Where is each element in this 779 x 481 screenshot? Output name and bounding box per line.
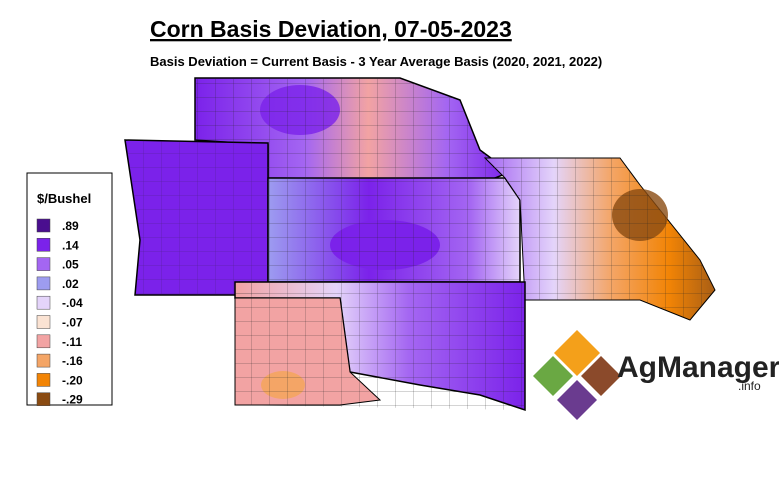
legend-label: .89 <box>62 219 79 233</box>
subtitle: Basis Deviation = Current Basis - 3 Year… <box>150 54 602 69</box>
legend-label: .05 <box>62 258 79 272</box>
legend-swatch <box>36 353 51 368</box>
legend-swatch <box>36 218 51 233</box>
legend-label: .02 <box>62 277 79 291</box>
map <box>124 77 716 412</box>
legend-swatch <box>36 373 51 387</box>
legend-label: -.16 <box>62 354 83 368</box>
legend-label: -.11 <box>62 335 82 349</box>
legend-swatch <box>36 276 51 291</box>
legend-label: -.07 <box>62 316 83 330</box>
legend-label: -.29 <box>62 393 83 407</box>
legend-label: -.20 <box>62 373 83 387</box>
title: Corn Basis Deviation, 07-05-2023 <box>150 16 512 42</box>
legend-label: .14 <box>62 238 79 252</box>
legend-swatch <box>36 295 51 310</box>
legend-swatch <box>36 334 51 349</box>
legend: $/Bushel .89 .14 .05 .02 -.04 -.07 -.11 -.16 -.2… <box>26 172 113 407</box>
legend-title: $/Bushel <box>37 191 91 206</box>
legend-swatch <box>36 238 51 252</box>
legend-swatch <box>36 257 51 271</box>
logo-name: AgManager <box>617 351 779 384</box>
legend-swatch <box>36 392 51 406</box>
legend-label: -.04 <box>62 296 83 310</box>
logo-suffix: .info <box>738 379 761 393</box>
legend-swatch <box>36 315 51 329</box>
logo: AgManager .info <box>533 330 779 420</box>
